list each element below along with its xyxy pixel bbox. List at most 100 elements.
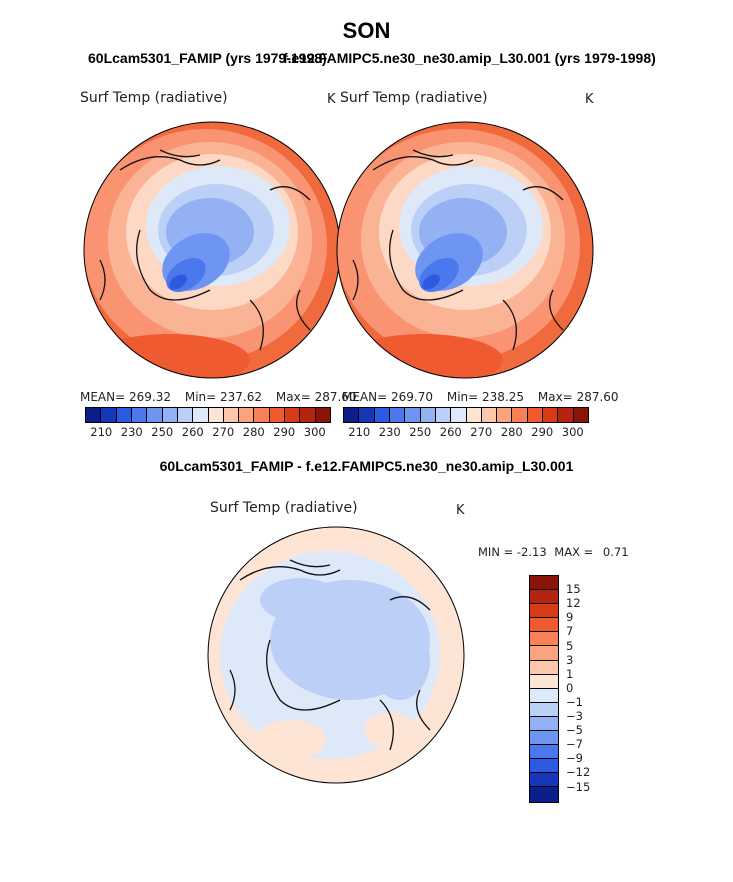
difference-title: 60Lcam5301_FAMIP - f.e12.FAMIPC5.ne30_ne… bbox=[159, 458, 574, 474]
colorbar-swatch bbox=[208, 408, 224, 422]
colorbar-tick-label: 230 bbox=[120, 425, 143, 439]
colorbar-swatch bbox=[177, 408, 194, 422]
panel1-max: 287.60 bbox=[314, 390, 357, 404]
colorbar-swatch bbox=[530, 660, 558, 675]
panel2-min: 238.25 bbox=[482, 390, 525, 404]
diff-max: 0.71 bbox=[602, 545, 629, 559]
polar-map-difference bbox=[208, 527, 464, 783]
colorbar-tick-label: −3 bbox=[566, 709, 583, 723]
colorbar-tick-label: −1 bbox=[566, 694, 583, 709]
colorbar-swatch bbox=[530, 787, 558, 802]
colorbar-tick-label: 7 bbox=[566, 624, 574, 639]
panel2-mean-label: MEAN= bbox=[342, 390, 388, 404]
diff-max-label: MAX = bbox=[554, 545, 594, 559]
colorbar-swatch bbox=[389, 408, 406, 422]
colorbar-tick-label: 270 bbox=[212, 425, 235, 439]
colorbar-swatch bbox=[315, 408, 330, 422]
colorbar-swatch bbox=[530, 759, 558, 774]
panel2-max: 287.60 bbox=[576, 390, 619, 404]
panel1-colorbar bbox=[85, 407, 331, 423]
colorbar-tick-label: 250 bbox=[409, 425, 432, 439]
colorbar-swatch bbox=[530, 576, 558, 591]
colorbar-tick-label: 280 bbox=[500, 425, 523, 439]
colorbar-swatch bbox=[374, 408, 390, 422]
colorbar-swatch bbox=[543, 408, 559, 422]
diff-panel-unit: K bbox=[456, 503, 465, 518]
colorbar-swatch bbox=[162, 408, 178, 422]
colorbar-swatch bbox=[530, 716, 558, 732]
colorbar-tick-label: 1 bbox=[566, 666, 574, 681]
panel1-title: Surf Temp (radiative) bbox=[80, 90, 228, 106]
colorbar-swatch bbox=[239, 408, 255, 422]
diff-min-label: MIN = bbox=[478, 545, 514, 559]
case2-title: f.e12.FAMIPC5.ne30_ne30.amip_L30.001 (yr… bbox=[283, 50, 656, 66]
colorbar-tick-label: 3 bbox=[566, 652, 574, 667]
panel2-colorbar bbox=[343, 407, 589, 423]
colorbar-swatch bbox=[530, 731, 558, 746]
season-title: SON bbox=[342, 18, 391, 43]
panel2-min-label: Min= bbox=[446, 390, 479, 404]
colorbar-tick-label: 0 bbox=[566, 680, 574, 695]
panel1-stats: MEAN= 269.32 Min= 237.62 Max= 287.60 bbox=[80, 390, 357, 404]
colorbar-swatch bbox=[254, 408, 270, 422]
panel1-min: 237.62 bbox=[220, 390, 263, 404]
colorbar-swatch bbox=[530, 745, 558, 760]
polar-map-case1 bbox=[84, 122, 340, 378]
colorbar-swatch bbox=[193, 408, 209, 422]
panel2-title: Surf Temp (radiative) bbox=[340, 90, 488, 106]
colorbar-swatch bbox=[116, 408, 132, 422]
colorbar-swatch bbox=[530, 702, 558, 717]
colorbar-tick-label: 230 bbox=[378, 425, 401, 439]
diff-min: -2.13 bbox=[516, 545, 547, 559]
colorbar-tick-label: 300 bbox=[303, 425, 326, 439]
colorbar-tick-label: 210 bbox=[90, 425, 113, 439]
colorbar-swatch bbox=[405, 408, 421, 422]
colorbar-tick-label: −5 bbox=[566, 723, 583, 738]
colorbar-tick-label: −15 bbox=[566, 779, 591, 794]
colorbar-swatch bbox=[530, 590, 558, 605]
panel1-mean-label: MEAN= bbox=[80, 390, 126, 404]
colorbar-tick-label: 260 bbox=[439, 425, 462, 439]
colorbar-tick-label: 290 bbox=[273, 425, 296, 439]
panel2-max-label: Max= bbox=[537, 390, 573, 404]
colorbar-swatch bbox=[497, 408, 513, 422]
colorbar-swatch bbox=[223, 408, 240, 422]
colorbar-swatch bbox=[451, 408, 467, 422]
panel1-max-label: Max= bbox=[275, 390, 311, 404]
colorbar-tick-label: 9 bbox=[566, 610, 574, 625]
colorbar-tick-label: 300 bbox=[561, 425, 584, 439]
panel2-stats: MEAN= 269.70 Min= 238.25 Max= 287.60 bbox=[342, 390, 619, 404]
colorbar-swatch bbox=[300, 408, 316, 422]
diff-panel-title: Surf Temp (radiative) bbox=[210, 500, 358, 516]
colorbar-swatch bbox=[420, 408, 436, 422]
colorbar-swatch bbox=[269, 408, 286, 422]
colorbar-swatch bbox=[530, 604, 558, 619]
colorbar-swatch bbox=[530, 674, 558, 689]
polar-map-case2 bbox=[337, 122, 593, 378]
colorbar-swatch bbox=[530, 688, 558, 703]
colorbar-swatch bbox=[573, 408, 588, 422]
colorbar-tick-label: 280 bbox=[242, 425, 265, 439]
colorbar-tick-label: 290 bbox=[531, 425, 554, 439]
colorbar-tick-label: 210 bbox=[348, 425, 371, 439]
colorbar-swatch bbox=[530, 632, 558, 647]
colorbar-swatch bbox=[530, 646, 558, 661]
colorbar-swatch bbox=[344, 408, 360, 422]
colorbar-tick-label: 12 bbox=[566, 596, 581, 611]
panel1-mean: 269.32 bbox=[129, 390, 172, 404]
panel2-unit: K bbox=[585, 92, 594, 107]
colorbar-swatch bbox=[512, 408, 528, 422]
colorbar-swatch bbox=[527, 408, 544, 422]
panel1-unit: K bbox=[327, 92, 336, 107]
panel1-min-label: Min= bbox=[184, 390, 217, 404]
colorbar-swatch bbox=[285, 408, 301, 422]
panel2-mean: 269.70 bbox=[391, 390, 434, 404]
colorbar-swatch bbox=[466, 408, 482, 422]
colorbar-swatch bbox=[86, 408, 102, 422]
colorbar-tick-label: 260 bbox=[181, 425, 204, 439]
colorbar-tick-label: 5 bbox=[566, 638, 574, 653]
diff-minmax: MIN = -2.13 MAX = 0.71 bbox=[478, 545, 629, 559]
colorbar-tick-label: −7 bbox=[566, 737, 583, 752]
colorbar-swatch bbox=[101, 408, 117, 422]
